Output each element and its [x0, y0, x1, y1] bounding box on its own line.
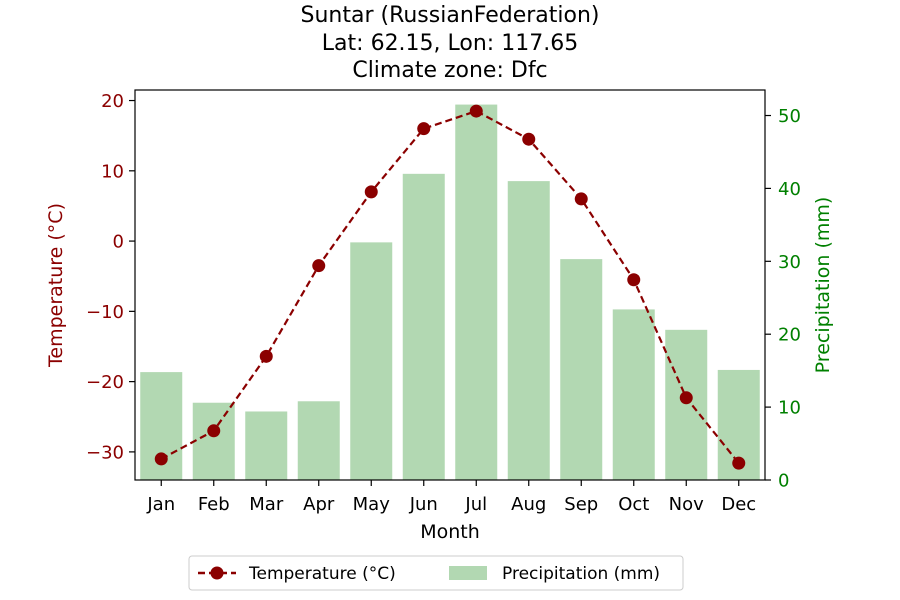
y-right-tick-label: 40 — [778, 179, 801, 200]
temperature-point-aug — [522, 132, 536, 146]
precipitation-bars — [140, 104, 760, 480]
temperature-point-mar — [259, 349, 273, 363]
y-left-tick-label: −20 — [86, 372, 124, 393]
temperature-line — [154, 104, 746, 470]
precipitation-bar-aug — [507, 181, 550, 480]
temperature-series-line — [160, 109, 740, 464]
temperature-point-feb — [207, 424, 221, 438]
legend-precipitation-swatch — [449, 566, 487, 580]
y-left-tick-label: −30 — [86, 442, 124, 463]
x-tick-label: Jul — [464, 494, 487, 515]
precipitation-bar-feb — [192, 402, 235, 480]
temperature-point-jan — [154, 452, 168, 466]
title-line-3: Climate zone: Dfc — [352, 58, 547, 83]
x-axis: Jan Feb Mar Apr May Jun Jul Aug Sep Oct Nov Dec — [146, 480, 756, 515]
temperature-point-oct — [627, 273, 641, 287]
precipitation-bar-may — [350, 242, 393, 480]
title-line-1: Suntar (RussianFederation) — [300, 3, 599, 28]
temperature-point-may — [364, 185, 378, 199]
x-tick-label: Mar — [249, 494, 284, 515]
x-tick-label: Dec — [721, 494, 756, 515]
y-right-tick-label: 10 — [778, 398, 801, 419]
x-tick-label: Jun — [409, 494, 438, 515]
y-left-tick-label: −10 — [86, 302, 124, 323]
y-right-tick-label: 0 — [778, 471, 789, 492]
chart-title: Suntar (RussianFederation) Lat: 62.15, L… — [300, 3, 599, 83]
legend-temperature-swatch-marker — [210, 566, 224, 580]
y-right-tick-label: 50 — [778, 106, 801, 127]
temperature-point-apr — [312, 259, 326, 273]
y-right-axis-label: Precipitation (mm) — [812, 197, 834, 374]
x-tick-label: Apr — [303, 494, 335, 515]
temperature-point-nov — [679, 391, 693, 405]
right-axis: 0 10 20 30 40 50 — [765, 106, 801, 492]
legend-precipitation-label: Precipitation (mm) — [502, 564, 660, 584]
y-left-axis-label: Temperature (°C) — [45, 203, 67, 368]
x-axis-label: Month — [420, 521, 480, 543]
temperature-point-sep — [574, 192, 588, 206]
x-tick-label: May — [353, 494, 391, 515]
y-left-tick-label: 20 — [101, 91, 124, 112]
left-axis: 20 10 0 −10 −20 −30 — [86, 91, 135, 463]
x-tick-label: Jan — [146, 494, 175, 515]
precipitation-bar-jun — [402, 173, 445, 480]
precipitation-bar-apr — [297, 401, 340, 480]
precipitation-bar-mar — [245, 411, 288, 480]
precipitation-bar-jul — [455, 104, 498, 480]
y-right-tick-label: 20 — [778, 325, 801, 346]
temperature-point-jun — [417, 122, 431, 136]
x-tick-label: Oct — [618, 494, 649, 515]
precipitation-bar-oct — [612, 309, 655, 480]
y-right-tick-label: 30 — [778, 252, 801, 273]
legend-frame — [188, 555, 684, 591]
plot-frame — [134, 89, 766, 481]
x-tick-label: Sep — [564, 494, 598, 515]
x-tick-label: Aug — [511, 494, 546, 515]
y-left-tick-label: 10 — [101, 161, 124, 182]
legend-temperature-label: Temperature (°C) — [248, 564, 396, 584]
x-tick-label: Nov — [669, 494, 704, 515]
y-left-tick-label: 0 — [113, 232, 124, 253]
x-tick-label: Feb — [198, 494, 230, 515]
legend: Temperature (°C) Precipitation (mm) — [188, 555, 684, 591]
temperature-point-jul — [469, 104, 483, 118]
precipitation-bar-sep — [560, 259, 603, 480]
temperature-point-dec — [732, 456, 746, 470]
title-line-2: Lat: 62.15, Lon: 117.65 — [322, 31, 578, 56]
precipitation-bar-nov — [665, 329, 708, 480]
